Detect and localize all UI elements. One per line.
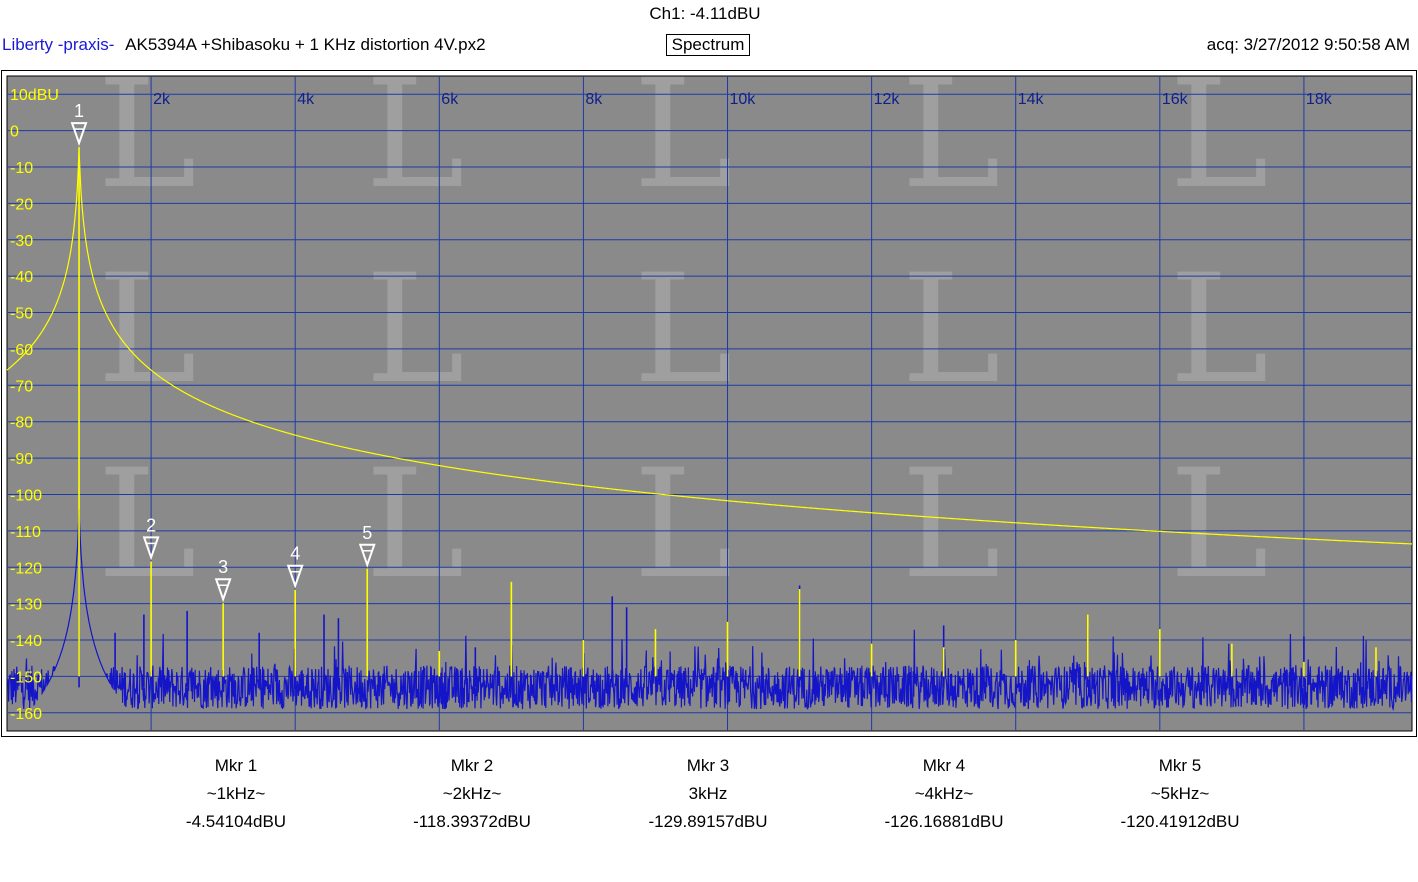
y-tick-label: -120: [10, 560, 42, 577]
watermark-logo: L: [97, 243, 197, 417]
marker-readout-freq: ~2kHz~: [442, 784, 502, 803]
file-title: AK5394A +Shibasoku + 1 KHz distortion 4V…: [125, 35, 486, 54]
y-tick-label: 10dBU: [10, 87, 59, 104]
marker-3: 3: [214, 557, 232, 603]
marker-readout-freq: ~1kHz~: [206, 784, 266, 803]
x-tick-label: 8k: [585, 91, 603, 108]
watermark-logo: L: [633, 438, 733, 612]
y-tick-label: -50: [10, 306, 33, 323]
trace-series-1: [6, 147, 1412, 677]
y-tick-label: -10: [10, 160, 33, 177]
marker-readout-freq: ~5kHz~: [1150, 784, 1210, 803]
watermark-logo: L: [901, 438, 1001, 612]
y-tick-label: -80: [10, 415, 33, 432]
marker-readout-level: -120.41912dBU: [1120, 812, 1240, 831]
y-tick-label: -40: [10, 269, 33, 286]
marker-triangle-icon: [286, 564, 304, 589]
trace-line: [6, 152, 1412, 545]
x-tick-label: 16k: [1162, 91, 1189, 108]
marker-readout-freq: 3kHz: [688, 784, 728, 803]
markers-group: 1 2 3 4 5: [70, 101, 376, 603]
watermark-logo: L: [633, 243, 733, 417]
marker-readout-name: Mkr 4: [922, 756, 966, 775]
channel-readout: Ch1: -4.11dBU: [649, 4, 761, 23]
watermark-logo: L: [97, 438, 197, 612]
marker-1: 1: [70, 101, 88, 147]
watermark-logo: L: [901, 71, 1001, 222]
marker-label: 3: [218, 557, 228, 577]
grid-group: [7, 76, 1412, 731]
x-tick-label: 14k: [1018, 91, 1045, 108]
y-tick-label: -110: [10, 524, 41, 541]
spectrum-plot-frame[interactable]: L L L L L L L L L L L L L L L 10dBU 0 -10 -20 -30 -40 -50 -60-…: [1, 70, 1417, 737]
app-name: Liberty -praxis-: [2, 35, 115, 54]
marker-readout-2: Mkr 2 ~2kHz~ -118.39372dBU: [372, 752, 572, 836]
x-tick-label: 6k: [441, 91, 459, 108]
marker-readout-name: Mkr 2: [450, 756, 494, 775]
x-tick-label: 4k: [297, 91, 315, 108]
marker-readout-4: Mkr 4 ~4kHz~ -126.16881dBU: [844, 752, 1044, 836]
watermark-logo: L: [97, 71, 197, 222]
x-axis-labels: 2k 4k 6k 8k 10k 12k 14k 16k 18k: [153, 91, 1333, 108]
marker-triangle-icon: [142, 536, 160, 561]
x-tick-label: 10k: [730, 91, 757, 108]
marker-triangle-icon: [214, 578, 232, 603]
marker-readout-level: -4.54104dBU: [185, 812, 287, 831]
acquisition-timestamp: acq: 3/27/2012 9:50:58 AM: [1206, 35, 1410, 54]
plot-area: [6, 75, 1413, 732]
document-title-bar: Liberty -praxis- AK5394A +Shibasoku + 1 …: [2, 35, 486, 55]
y-tick-label: 0: [10, 124, 19, 141]
marker-readout-freq: ~4kHz~: [914, 784, 974, 803]
marker-readout-name: Mkr 3: [686, 756, 730, 775]
x-tick-label: 2k: [153, 91, 171, 108]
y-tick-label: -70: [10, 378, 33, 395]
y-tick-label: -100: [10, 487, 42, 504]
marker-readout-name: Mkr 1: [214, 756, 258, 775]
x-tick-label: 12k: [874, 91, 901, 108]
y-tick-label: -60: [10, 342, 33, 359]
marker-triangle-icon: [358, 543, 376, 568]
y-tick-label: -30: [10, 233, 33, 250]
y-tick-label: -150: [10, 669, 42, 686]
marker-readout-3: Mkr 3 3kHz -129.89157dBU: [608, 752, 808, 836]
marker-label: 4: [290, 544, 300, 564]
spectrum-view-button[interactable]: Spectrum: [666, 34, 750, 56]
y-axis-labels: 10dBU 0 -10 -20 -30 -40 -50 -60 -70 -80 -90 -100 -11…: [10, 87, 59, 723]
y-tick-label: -90: [10, 451, 33, 468]
watermark-logo: L: [1169, 71, 1269, 222]
marker-readout-1: Mkr 1 ~1kHz~ -4.54104dBU: [136, 752, 336, 836]
marker-2: 2: [142, 515, 160, 561]
marker-triangle-icon: [70, 122, 88, 147]
watermark-logo: L: [901, 243, 1001, 417]
watermark-logo: L: [365, 243, 465, 417]
marker-readout-level: -129.89157dBU: [648, 812, 768, 831]
x-tick-label: 18k: [1306, 91, 1333, 108]
watermark-logo: L: [1169, 438, 1269, 612]
marker-label: 2: [146, 515, 156, 535]
marker-label: 5: [362, 523, 372, 543]
y-tick-label: -160: [10, 706, 42, 723]
y-tick-label: -140: [10, 633, 42, 650]
marker-readout-name: Mkr 5: [1158, 756, 1202, 775]
trace-line: [6, 514, 1413, 712]
marker-4: 4: [286, 544, 304, 589]
watermark-logo: L: [365, 71, 465, 222]
watermark-group: L L L L LL L L L LL L L L L: [97, 71, 1269, 612]
spectrum-plot[interactable]: L L L L LL L L L LL L L L L10dBU0-10-20-30-40-50-60-…: [2, 71, 1416, 736]
watermark-logo: L: [1169, 243, 1269, 417]
marker-readout-level: -118.39372dBU: [413, 812, 531, 831]
marker-label: 1: [74, 101, 84, 121]
watermark-logo: L: [633, 71, 733, 222]
marker-5: 5: [358, 523, 376, 568]
marker-readout-level: -126.16881dBU: [884, 812, 1004, 831]
y-tick-label: -20: [10, 196, 33, 213]
watermark-logo: L: [365, 438, 465, 612]
y-tick-label: -130: [10, 597, 42, 614]
marker-readout-5: Mkr 5 ~5kHz~ -120.41912dBU: [1080, 752, 1280, 836]
